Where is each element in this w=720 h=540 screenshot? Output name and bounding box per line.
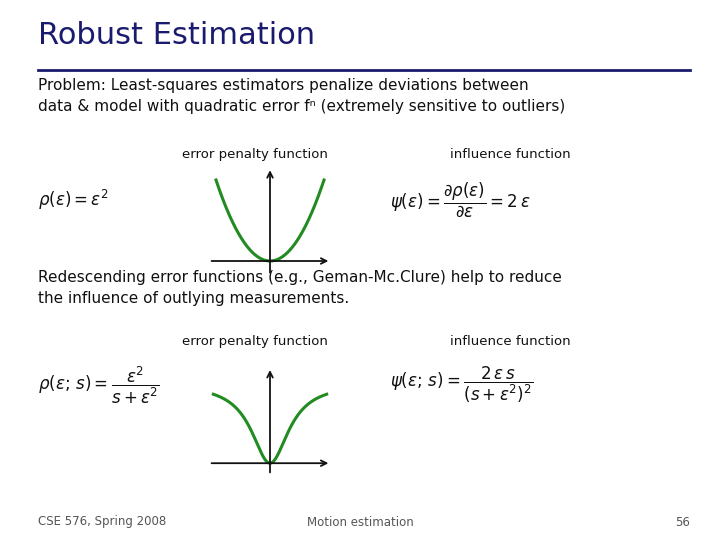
Text: error penalty function: error penalty function bbox=[182, 335, 328, 348]
Text: Redescending error functions (e.g., Geman-Mc.Clure) help to reduce
the influence: Redescending error functions (e.g., Gema… bbox=[38, 270, 562, 306]
Text: Motion estimation: Motion estimation bbox=[307, 516, 413, 529]
Text: $\psi(\epsilon) = \dfrac{\partial\rho(\epsilon)}{\partial\epsilon} = 2\,\epsilon: $\psi(\epsilon) = \dfrac{\partial\rho(\e… bbox=[390, 181, 531, 219]
Text: Problem: Least-squares estimators penalize deviations between
data & model with : Problem: Least-squares estimators penali… bbox=[38, 78, 565, 114]
Text: influence function: influence function bbox=[450, 335, 570, 348]
Text: error penalty function: error penalty function bbox=[182, 148, 328, 161]
Text: CSE 576, Spring 2008: CSE 576, Spring 2008 bbox=[38, 516, 166, 529]
Text: 56: 56 bbox=[675, 516, 690, 529]
Text: $\rho(\epsilon) = \epsilon^2$: $\rho(\epsilon) = \epsilon^2$ bbox=[38, 188, 109, 212]
Text: influence function: influence function bbox=[450, 148, 570, 161]
Text: Robust Estimation: Robust Estimation bbox=[38, 21, 315, 50]
Text: $\psi(\epsilon;\, s) = \dfrac{2\,\epsilon\, s}{(s + \epsilon^2)^2}$: $\psi(\epsilon;\, s) = \dfrac{2\,\epsilo… bbox=[390, 365, 534, 405]
Text: $\rho(\epsilon;\, s) = \dfrac{\epsilon^2}{s + \epsilon^2}$: $\rho(\epsilon;\, s) = \dfrac{\epsilon^2… bbox=[38, 364, 160, 406]
